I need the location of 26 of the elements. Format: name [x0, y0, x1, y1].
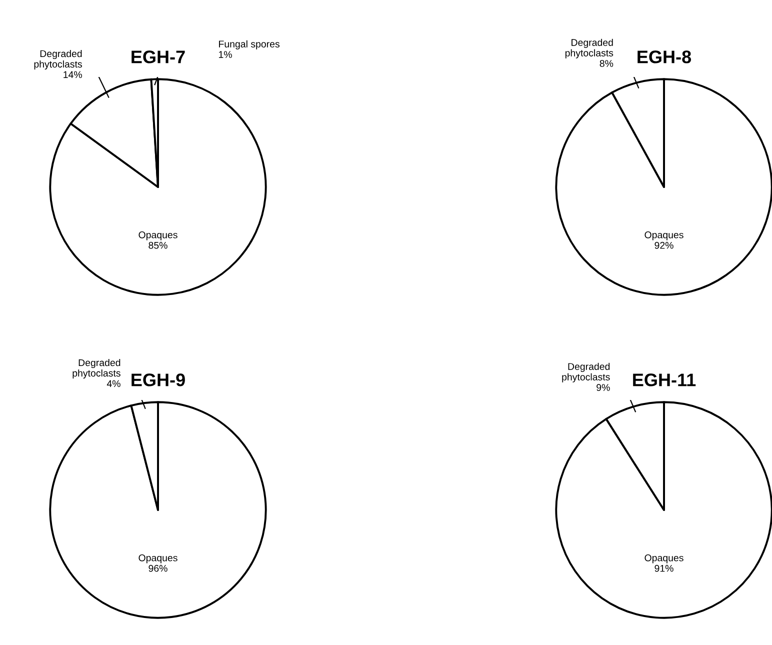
data-label: 91%	[654, 564, 674, 572]
text: EGH-8	[638, 50, 692, 64]
slice-label: Degraded phytoclasts	[562, 362, 610, 382]
text: EGH-9	[132, 374, 185, 386]
data-label: 85%	[148, 242, 168, 249]
data-label: 92%	[654, 242, 674, 249]
data-label: 1%	[218, 51, 232, 58]
slice-label: Degraded phytoclasts	[565, 38, 614, 58]
slice-label: Opaques	[644, 554, 684, 564]
pie-slice	[49, 78, 267, 296]
data-label: 8%	[600, 60, 614, 67]
pie-slice	[49, 401, 267, 619]
slice-label: Opaques	[138, 231, 178, 240]
slice-label: Fungal spores	[219, 40, 280, 50]
data-label: 4%	[106, 380, 120, 388]
slice-label: Degraded phytoclasts	[72, 358, 120, 379]
slice-label: Opaques	[644, 231, 684, 240]
pie-slice	[555, 401, 772, 619]
chart-title: EGH-11	[633, 374, 696, 386]
slice-label: Opaques	[138, 554, 178, 564]
data-label: 9%	[596, 384, 610, 391]
chart-title: EGH-7	[132, 50, 185, 64]
data-label: 96%	[148, 564, 168, 572]
data-label: 14%	[64, 71, 82, 78]
pie-slice	[555, 78, 772, 296]
slice-label: Degraded phytoclasts	[34, 50, 82, 70]
